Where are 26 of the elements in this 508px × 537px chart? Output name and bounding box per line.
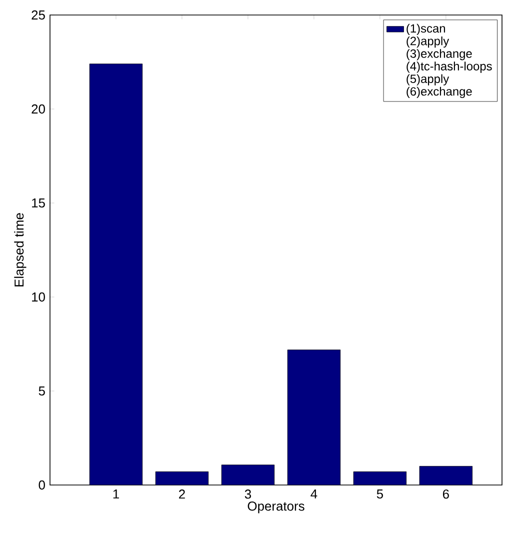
y-tick-label: 15 (32, 198, 45, 208)
x-tick-label: 5 (376, 490, 383, 499)
x-axis-title: Operators (248, 502, 304, 514)
bar (354, 472, 406, 485)
bar (419, 466, 473, 485)
annotation: (6)exchange (406, 86, 472, 98)
y-axis-title: Elapsed time (14, 213, 26, 286)
x-tick-label: 6 (442, 490, 449, 499)
y-tick-label: 0 (38, 480, 45, 490)
bar (90, 64, 142, 485)
annotation: (5)apply (406, 74, 450, 86)
annotation: (2)apply (406, 36, 450, 48)
y-tick-label: 25 (32, 10, 45, 20)
legend-label: (1)scan (406, 24, 446, 36)
x-tick-label: 2 (179, 490, 185, 499)
x-tick-label: 4 (310, 490, 318, 498)
y-tick-label: 5 (38, 386, 45, 396)
x-tick-label: 1 (113, 490, 119, 498)
annotation: (4)tc-hash-loops (406, 62, 492, 73)
bar (156, 472, 208, 485)
y-tick-label: 20 (32, 104, 45, 114)
bar (288, 350, 340, 485)
y-tick-label: 10 (32, 292, 45, 302)
bar (222, 464, 274, 485)
annotation: (3)exchange (406, 49, 472, 60)
x-tick-label: 3 (244, 490, 251, 499)
